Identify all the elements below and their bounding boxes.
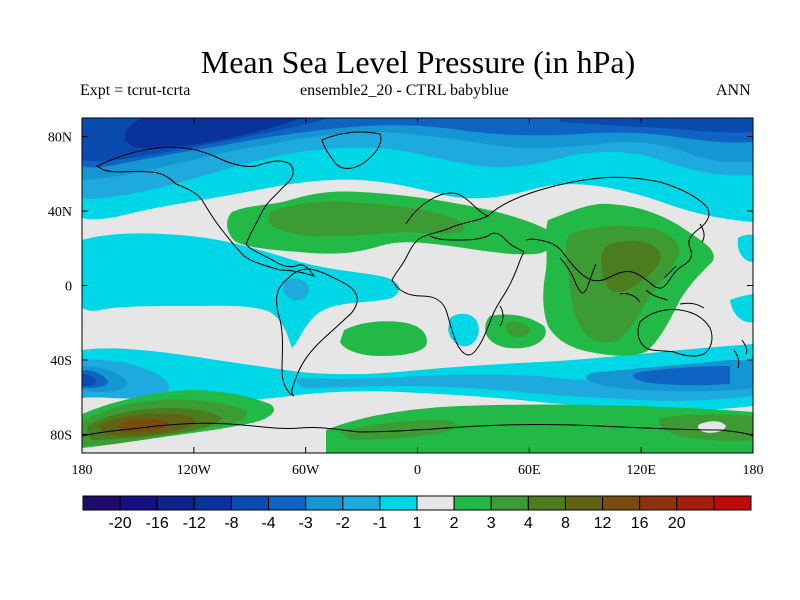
colorbar-swatch xyxy=(193,495,232,511)
south-pacific-west-negative xyxy=(730,294,753,323)
x-tick-label: 0 xyxy=(414,463,421,478)
colorbar-label: 20 xyxy=(668,515,686,532)
colorbar-label: -1 xyxy=(373,515,387,532)
x-tick-label: 180 xyxy=(72,463,93,478)
new-zealand-coastline xyxy=(733,339,748,369)
indian-ocean-high-core xyxy=(505,321,530,337)
colorbar-swatch xyxy=(639,495,678,511)
season-label: ANN xyxy=(716,82,751,99)
colorbar-label: -8 xyxy=(224,515,238,532)
maritime-continent-coastline xyxy=(619,265,705,309)
colorbar-label: 4 xyxy=(524,515,533,532)
southern-belt-level-5 xyxy=(82,374,96,386)
colorbar-swatch xyxy=(416,495,455,511)
japan-coastline xyxy=(699,223,705,243)
australia-coastline xyxy=(637,309,713,357)
x-tick-label: 120W xyxy=(177,463,212,478)
colorbar-label: 1 xyxy=(413,515,422,532)
colorbar-label: -2 xyxy=(336,515,350,532)
y-tick-label: 40S xyxy=(50,354,72,369)
colorbar-label: -16 xyxy=(146,515,169,532)
colorbar-swatch xyxy=(713,495,752,511)
colorbar-swatch xyxy=(230,495,270,511)
antarctic-high-east xyxy=(326,404,753,453)
colorbar-swatch xyxy=(490,495,529,511)
africa-high-area xyxy=(340,321,427,356)
colorbar-label: -3 xyxy=(299,515,313,532)
north-east-core xyxy=(560,118,753,133)
colorbar-label: 2 xyxy=(450,515,459,532)
y-tick-label: 80N xyxy=(48,131,72,146)
latitude-axis: 80N 40N 0 40S 80S xyxy=(48,131,753,443)
x-tick-label: 60E xyxy=(518,463,541,478)
north-america-coastline xyxy=(95,146,316,277)
colorbar-label: 8 xyxy=(561,515,570,532)
southern-belt-level-3 xyxy=(82,360,753,392)
longitude-axis: 180 120W 60W 0 60E 120E 180 xyxy=(72,118,764,478)
x-tick-label: 180 xyxy=(743,463,764,478)
colorbar-swatch xyxy=(156,495,195,511)
x-tick-label: 120E xyxy=(626,463,656,478)
colorbar-label: -20 xyxy=(109,515,132,532)
antarctica-coastline xyxy=(82,422,753,437)
asia-coastline xyxy=(487,176,710,289)
southern-belt-level-2 xyxy=(82,359,753,401)
x-tick-label: 60W xyxy=(292,463,320,478)
colorbar-swatch xyxy=(527,495,566,511)
coastlines xyxy=(82,131,753,437)
colorbar-swatch xyxy=(305,495,344,511)
pressure-field xyxy=(82,118,753,453)
madagascar-coastline xyxy=(499,305,504,327)
eurasia-high-level-3 xyxy=(601,240,661,293)
colorbar-swatch xyxy=(268,495,307,511)
colorbar-label: 3 xyxy=(487,515,496,532)
colorbar-swatch xyxy=(379,495,418,511)
colorbar-swatch xyxy=(564,495,604,511)
north-atlantic-high-level-2 xyxy=(268,201,465,237)
tropical-negative-core xyxy=(283,278,310,301)
india-coastline xyxy=(559,257,597,294)
colorbar-swatch xyxy=(119,495,158,511)
greenland-coastline xyxy=(321,131,382,169)
y-tick-label: 80S xyxy=(50,428,72,443)
africa-negative-area xyxy=(448,313,479,347)
colorbar-swatch xyxy=(82,495,121,511)
colorbar-label: 12 xyxy=(594,515,612,532)
experiment-label: Expt = tcrut-tcrta xyxy=(80,82,191,99)
y-tick-label: 0 xyxy=(65,280,72,295)
antarctic-high-east-core xyxy=(340,414,753,441)
colorbar-label: -12 xyxy=(183,515,206,532)
tropical-negative-area xyxy=(82,233,400,348)
south-america-coastline xyxy=(276,268,358,397)
dateline-negative-area xyxy=(737,234,753,262)
north-core-level-6 xyxy=(124,118,300,149)
y-tick-label: 40N xyxy=(48,205,72,220)
ensemble-label: ensemble2_20 - CTRL babyblue xyxy=(300,82,509,99)
map-title: Mean Sea Level Pressure (in hPa) xyxy=(200,44,636,80)
colorbar: -20 -16 -12 -8 -4 -3 -2 -1 1 2 3 4 8 12 16 20 xyxy=(82,495,752,532)
colorbar-label: 16 xyxy=(631,515,649,532)
colorbar-swatch xyxy=(453,495,492,511)
colorbar-swatch xyxy=(342,495,381,511)
colorbar-swatch xyxy=(602,495,641,511)
colorbar-label: -4 xyxy=(261,515,275,532)
colorbar-swatch xyxy=(676,495,715,511)
